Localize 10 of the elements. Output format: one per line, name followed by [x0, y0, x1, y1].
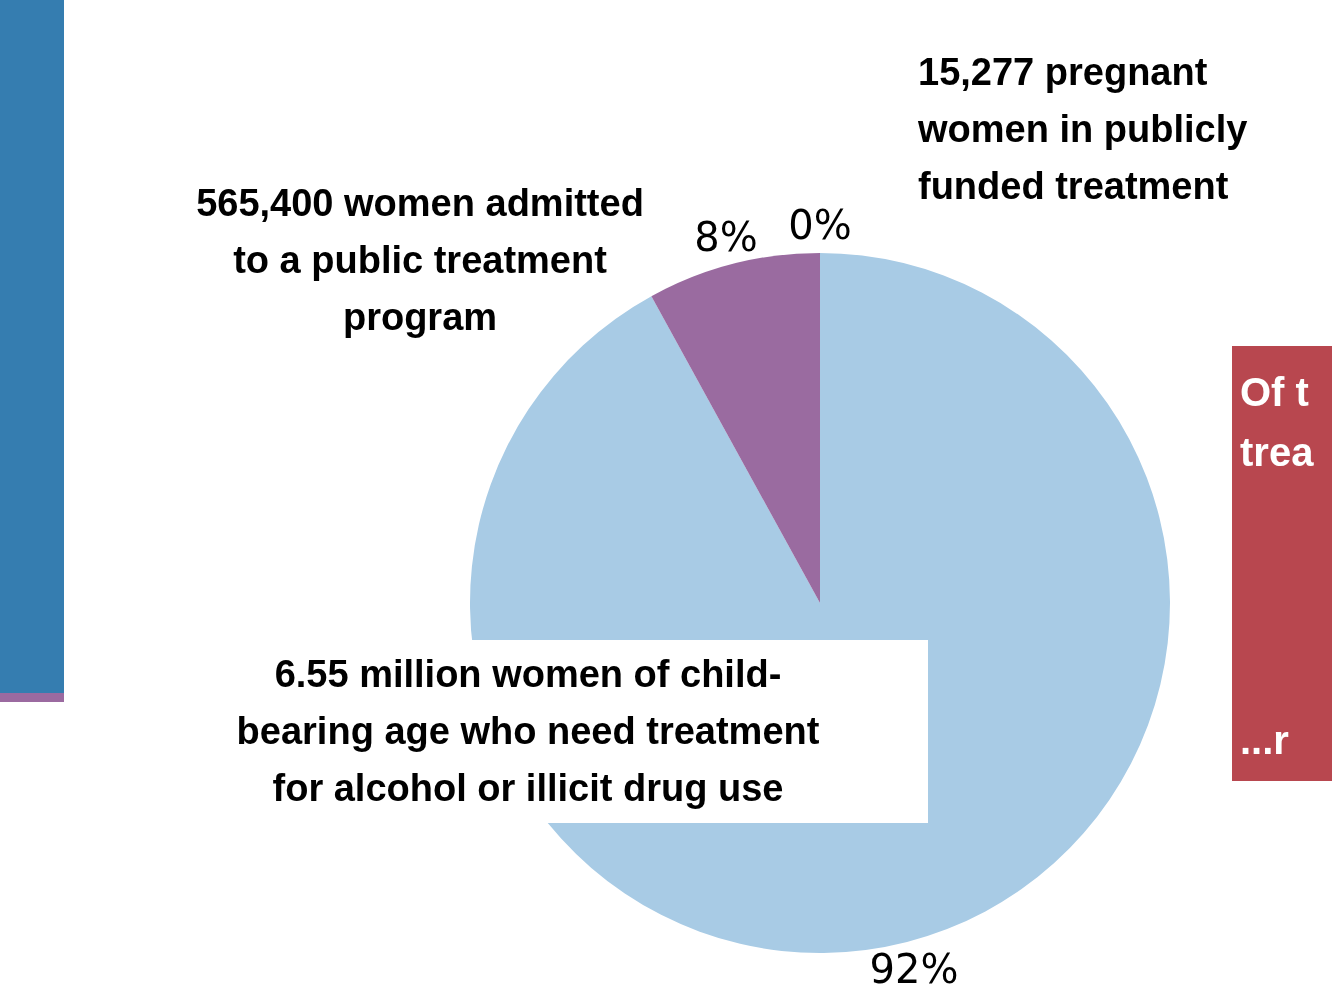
data-label: 8%	[694, 213, 758, 260]
text: Of t	[1240, 369, 1310, 416]
slice-label: 565,400 women admitted to a public treatment program	[195, 181, 645, 340]
pie-slice	[651, 253, 820, 603]
data-label: 92%	[869, 946, 959, 993]
category-label: 15,277 pregnant women in publicly funded treatment	[918, 51, 1248, 207]
text: ...r	[1240, 718, 1290, 763]
slice-label: 6.55 million women of child-bearing age who need treatment for alcohol or illicit drug use	[128, 640, 928, 823]
text: trea	[1240, 429, 1315, 476]
text: 0%	[788, 202, 852, 248]
